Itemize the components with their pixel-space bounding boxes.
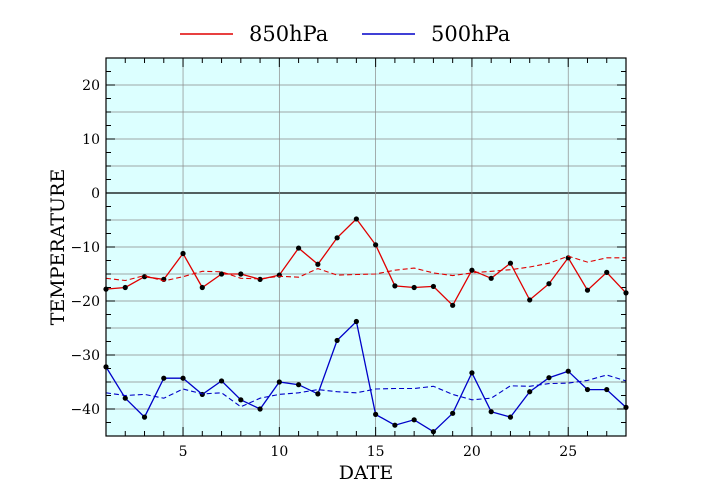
data-point-850hpa [180,250,186,257]
data-point-500hpa [218,378,225,384]
data-point-850hpa [238,271,244,277]
series-500hpa-dashed-line [105,374,627,408]
data-point-850hpa [469,267,475,273]
data-point-850hpa [315,261,321,267]
data-point-850hpa [584,287,591,293]
data-point-500hpa [141,414,148,420]
data-point-500hpa [161,375,167,381]
legend: 850hPa 500hPa [180,22,510,46]
data-point-850hpa [546,281,552,287]
data-point-500hpa [565,368,571,374]
data-point-500hpa [450,410,456,416]
data-point-850hpa [507,260,514,266]
data-point-500hpa [392,422,398,428]
data-point-500hpa [527,389,533,395]
data-point-850hpa [527,297,533,303]
series-850hpa-solid-line [105,217,627,307]
y-tick-label: 0 [91,186,100,202]
legend-label-850hpa: 850hPa [249,22,328,46]
series-850hpa-dashed-line [105,255,626,282]
data-point-500hpa [315,391,321,397]
data-point-500hpa [295,382,302,388]
data-point-850hpa [373,242,379,248]
y-tick-label: −30 [70,348,100,364]
y-tick-label: 20 [82,78,100,94]
y-tick-label: −40 [70,402,100,418]
data-point-850hpa [488,275,494,281]
data-point-850hpa [353,216,359,222]
data-point-850hpa [411,284,417,291]
data-point-500hpa [546,375,552,381]
x-tick-label: 5 [179,444,188,460]
data-point-850hpa [430,283,437,290]
data-point-500hpa [373,411,379,417]
data-point-850hpa [334,235,340,241]
data-point-850hpa [257,276,263,282]
grid-lines [106,58,626,436]
y-tick-label: −20 [70,294,100,310]
data-point-850hpa [450,302,456,308]
x-axis-title: DATE [339,462,393,484]
legend-label-500hpa: 500hPa [431,22,510,46]
data-point-850hpa [218,271,225,277]
y-axis-title: TEMPERATURE [47,169,69,326]
plot-frame [105,57,627,437]
data-point-500hpa [430,429,437,435]
x-tick-label: 15 [367,444,385,460]
data-point-850hpa [295,245,302,251]
data-point-500hpa [276,379,282,385]
data-point-500hpa [180,375,186,381]
data-point-850hpa [604,269,610,275]
data-point-500hpa [257,406,263,412]
data-point-500hpa [604,386,610,393]
x-tick-label: 10 [270,444,288,460]
data-point-500hpa [122,395,128,401]
x-tick-label: 20 [463,444,481,460]
data-point-500hpa [238,397,244,403]
data-point-500hpa [507,414,514,420]
data-point-500hpa [334,337,340,344]
tick-labels: 5 10 15 20 25 20 10 0 −10 −20 −30 −40 [70,78,577,460]
data-point-500hpa [469,370,475,376]
data-point-850hpa [392,283,398,289]
series-layer [103,216,629,435]
y-tick-label: −10 [70,240,100,256]
data-point-500hpa [411,417,417,423]
data-point-850hpa [276,272,282,278]
data-point-850hpa [199,284,205,291]
data-point-500hpa [353,318,359,325]
data-point-500hpa [488,409,494,415]
data-point-850hpa [141,274,148,280]
y-tick-label: 10 [82,132,100,148]
x-tick-label: 25 [559,444,577,460]
data-point-850hpa [122,284,128,291]
data-point-500hpa [584,386,591,393]
